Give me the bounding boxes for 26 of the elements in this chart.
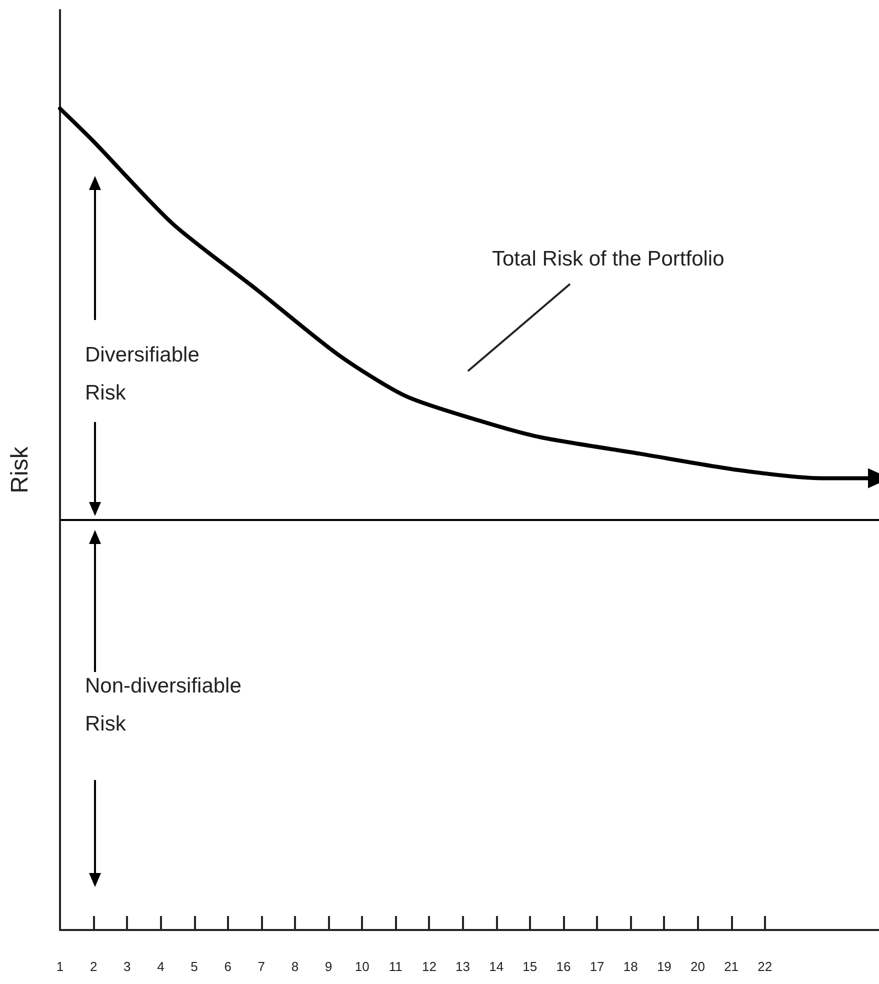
x-tick-label: 8 [291, 959, 299, 974]
x-tick-label: 6 [224, 959, 232, 974]
x-tick-label: 3 [124, 959, 131, 974]
x-tick-label: 22 [758, 959, 772, 974]
x-tick-label: 20 [690, 959, 705, 974]
annotation: Non-diversifiable Risk [85, 674, 242, 736]
y-axis-title: Risk [6, 446, 34, 494]
x-tick-label: 17 [590, 959, 604, 974]
x-tick-label: 21 [724, 959, 739, 974]
x-tick-label: 2 [90, 959, 98, 974]
x-tick-label: 15 [522, 959, 538, 974]
annotation: Total Risk of the Portfolio [492, 248, 724, 270]
x-tick-label: 19 [656, 959, 672, 974]
x-tick-label: 11 [388, 959, 402, 974]
x-tick-label: 9 [324, 959, 332, 974]
x-tick-label: 4 [157, 959, 164, 974]
annotation: Diversifiable Risk [85, 344, 200, 404]
x-tick-label: 1 [56, 959, 64, 974]
x-tick-label: 5 [190, 959, 198, 974]
x-tick-label: 16 [556, 959, 571, 974]
x-tick-label: 14 [489, 959, 504, 974]
x-tick-label: 7 [258, 959, 266, 974]
x-tick-label: 10 [354, 959, 370, 974]
x-tick-label: 12 [422, 959, 436, 974]
x-tick-label: 13 [456, 959, 470, 974]
x-tick-label: 18 [623, 959, 638, 974]
